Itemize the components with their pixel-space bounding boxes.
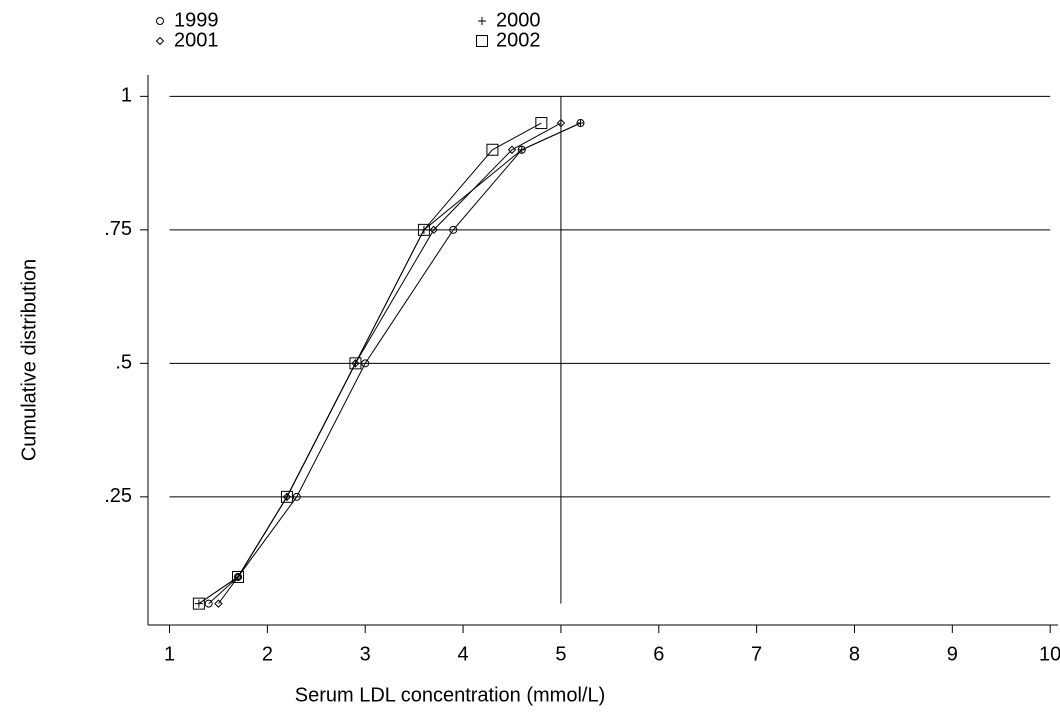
marker-square bbox=[232, 570, 245, 583]
marker-diamond bbox=[282, 492, 292, 502]
marker-diamond bbox=[429, 225, 438, 235]
marker-circle bbox=[361, 359, 370, 368]
legend-marker bbox=[156, 17, 164, 25]
marker-circle bbox=[292, 492, 301, 501]
legend-label: 2000 bbox=[496, 9, 541, 31]
legend-label: 2002 bbox=[496, 29, 541, 51]
marker-square bbox=[417, 223, 430, 236]
marker-diamond bbox=[214, 599, 223, 608]
marker-plus bbox=[576, 119, 585, 128]
marker-square bbox=[192, 597, 205, 610]
y-axis-title: Cumulative distribution bbox=[18, 259, 40, 461]
marker-circle bbox=[449, 225, 458, 234]
marker-diamond bbox=[351, 359, 360, 368]
marker-square bbox=[535, 117, 548, 130]
x-tick-label: 7 bbox=[751, 643, 762, 665]
x-tick-label: 1 bbox=[164, 643, 175, 665]
marker-diamond bbox=[556, 118, 566, 128]
x-tick-label: 4 bbox=[458, 643, 469, 665]
legend-label: 2001 bbox=[174, 29, 219, 51]
legend-marker bbox=[478, 17, 486, 25]
marker-square bbox=[486, 143, 499, 156]
legend-marker bbox=[155, 36, 165, 46]
x-tick-label: 9 bbox=[947, 643, 958, 665]
x-axis-title: Serum LDL concentration (mmol/L) bbox=[295, 684, 606, 706]
x-tick-label: 3 bbox=[360, 643, 371, 665]
marker-circle bbox=[204, 599, 213, 608]
x-tick-label: 5 bbox=[555, 643, 566, 665]
marker-square bbox=[349, 357, 362, 370]
y-tick-label: .25 bbox=[104, 485, 132, 507]
y-tick-label: .5 bbox=[115, 352, 132, 374]
marker-plus bbox=[517, 145, 526, 154]
x-tick-label: 10 bbox=[1039, 643, 1060, 665]
series-line bbox=[198, 122, 542, 605]
x-tick-label: 8 bbox=[849, 643, 860, 665]
marker-diamond bbox=[233, 572, 243, 582]
y-tick-label: 1 bbox=[121, 85, 132, 107]
legend-marker bbox=[476, 35, 488, 47]
x-tick-label: 2 bbox=[262, 643, 273, 665]
x-tick-label: 6 bbox=[653, 643, 664, 665]
y-tick-label: .75 bbox=[104, 218, 132, 240]
marker-square bbox=[280, 490, 293, 503]
legend-label: 1999 bbox=[174, 9, 219, 31]
marker-diamond bbox=[507, 145, 517, 154]
